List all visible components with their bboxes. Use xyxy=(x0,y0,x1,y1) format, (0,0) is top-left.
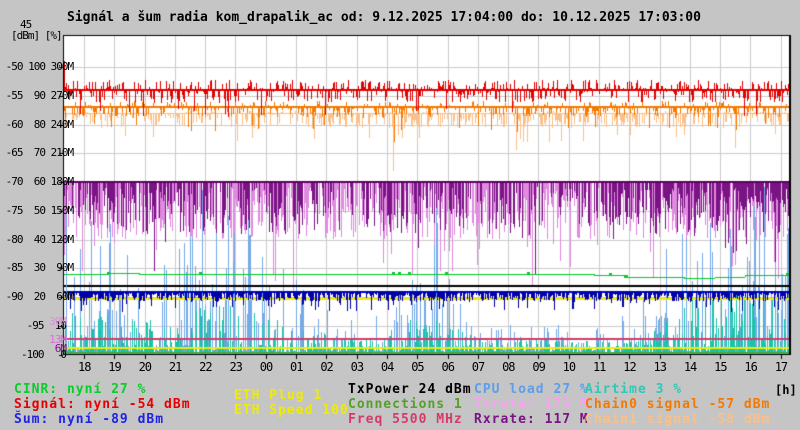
legend-rxrate: Rxrate: 117 M xyxy=(474,412,589,427)
x-axis-tick-label: 10 xyxy=(562,360,576,374)
x-axis-tick-label: 04 xyxy=(380,360,394,374)
x-axis-tick-label: 01 xyxy=(290,360,303,374)
x-axis-tick-label: 11 xyxy=(592,360,606,374)
legend-freq: Freq 5500 MHz xyxy=(348,412,463,427)
x-axis-tick-label: 08 xyxy=(502,360,515,374)
x-axis-tick-label: 13 xyxy=(653,360,667,374)
y-axis-label: -50 100 300M xyxy=(0,60,74,73)
y-axis-label: -60 80 240M xyxy=(0,117,74,131)
x-axis-tick-label: 22 xyxy=(199,360,212,374)
x-axis-tick-label: 18 xyxy=(78,360,91,374)
legend-eth-plug: ETH Plug 1 xyxy=(234,388,323,403)
x-axis-tick-label: 23 xyxy=(229,360,242,374)
legend-txpower: TxPower 24 dBm xyxy=(348,382,472,397)
x-axis-tick-label: 20 xyxy=(138,360,152,374)
y-axis-label: -85 30 90M xyxy=(0,261,74,275)
x-axis-tick-label: 02 xyxy=(320,360,333,374)
y-axis-label: -75 50 150M xyxy=(0,203,74,217)
x-axis-tick-label: 16 xyxy=(744,360,757,374)
y-axis-label: -80 40 120M xyxy=(0,232,74,246)
legend-signal: Signál: nyní -54 dBm xyxy=(14,397,191,412)
legend-airtime: Airtime 3 % xyxy=(585,382,683,397)
x-axis-tick-label: 07 xyxy=(471,360,485,374)
y-axis-extra-label: 6M xyxy=(54,342,67,355)
x-axis-tick-label: 12 xyxy=(623,360,636,374)
x-axis-tick-label: 21 xyxy=(168,360,182,374)
x-axis-tick-label: 17 xyxy=(774,360,788,374)
x-axis-tick-label: 05 xyxy=(411,360,424,374)
legend-noise: Šum: nyní -89 dBm xyxy=(14,412,165,427)
x-axis-tick-label: 06 xyxy=(441,360,455,374)
y-axis-extra-label: 39M xyxy=(49,315,67,328)
x-axis-tick-label: 15 xyxy=(714,360,727,374)
y-axis-label: -100 0 xyxy=(21,347,67,361)
y-axis-label: -95 10 xyxy=(21,318,67,332)
legend-cpu: CPU load 27 % xyxy=(474,382,589,397)
x-axis-tick-label: 03 xyxy=(350,360,364,374)
x-axis-tick-label: 14 xyxy=(683,360,697,374)
y-axis-label: -65 70 210M xyxy=(0,146,74,160)
y-axis-label: -55 90 270M xyxy=(0,88,74,102)
legend-chain1: Chain1 signal -58 dBm xyxy=(585,412,771,427)
y-axis-label: -90 20 60M xyxy=(0,290,74,303)
x-axis-unit-label: [h] xyxy=(775,383,797,397)
y-axis-label: -70 60 180M xyxy=(0,175,74,188)
x-axis-tick-label: 09 xyxy=(532,360,545,374)
legend-chain0: Chain0 signal -57 dBm xyxy=(585,397,771,412)
y-axis-extra-label: 13M xyxy=(49,333,67,346)
x-axis-tick-label: 19 xyxy=(108,360,121,374)
legend-cinr: CINR: nyní 27 % xyxy=(14,382,147,397)
legend-connections: Connections 1 xyxy=(348,397,463,412)
legend-txrate: Txrate: 173 M xyxy=(474,397,589,412)
x-axis-tick-label: 00 xyxy=(259,360,273,374)
legend-eth-speed: ETH Speed 100 xyxy=(234,403,349,418)
